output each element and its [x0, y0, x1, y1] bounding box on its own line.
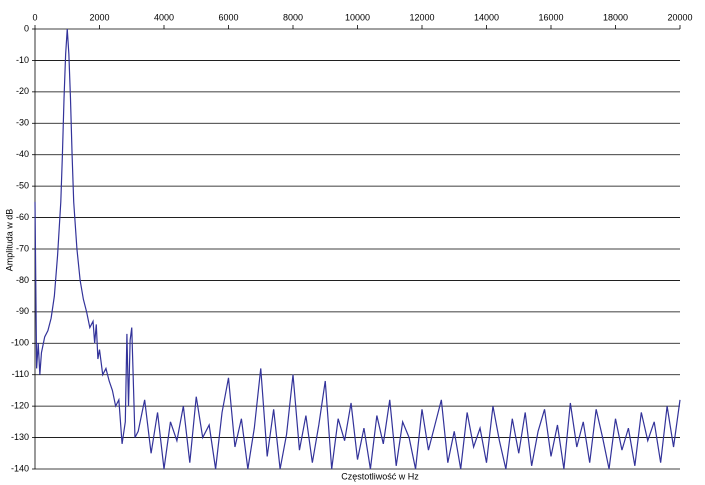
x-axis-label: Częstotliwość w Hz	[341, 471, 419, 481]
x-tick-label: 16000	[538, 12, 563, 22]
y-tick-label: 0	[24, 23, 29, 33]
y-tick-label: -30	[16, 118, 29, 128]
x-tick-label: 20000	[667, 12, 692, 22]
x-tick-label: 14000	[474, 12, 499, 22]
x-tick-label: 4000	[154, 12, 174, 22]
y-tick-label: -140	[11, 463, 29, 473]
x-tick-label: 6000	[218, 12, 238, 22]
y-tick-label: -110	[12, 369, 29, 379]
y-tick-label: -90	[16, 306, 29, 316]
x-tick-label: 18000	[603, 12, 628, 22]
y-axis-label: Amplituda w dB	[4, 209, 14, 272]
y-tick-label: -120	[11, 401, 29, 411]
y-tick-label: -40	[16, 149, 29, 159]
y-tick-label: -100	[11, 338, 29, 348]
x-tick-label: 8000	[283, 12, 303, 22]
x-tick-label: 2000	[89, 12, 109, 22]
y-tick-label: -20	[16, 86, 29, 96]
y-tick-label: -50	[16, 181, 29, 191]
y-tick-label: -80	[16, 275, 29, 285]
y-tick-label: -60	[16, 212, 29, 222]
y-tick-label: -10	[16, 55, 29, 65]
x-tick-label: 12000	[409, 12, 434, 22]
x-tick-label: 10000	[345, 12, 370, 22]
y-tick-label: -70	[16, 243, 29, 253]
data-line	[34, 28, 681, 470]
x-tick-label: 0	[32, 12, 37, 22]
y-tick-label: -130	[11, 432, 29, 442]
